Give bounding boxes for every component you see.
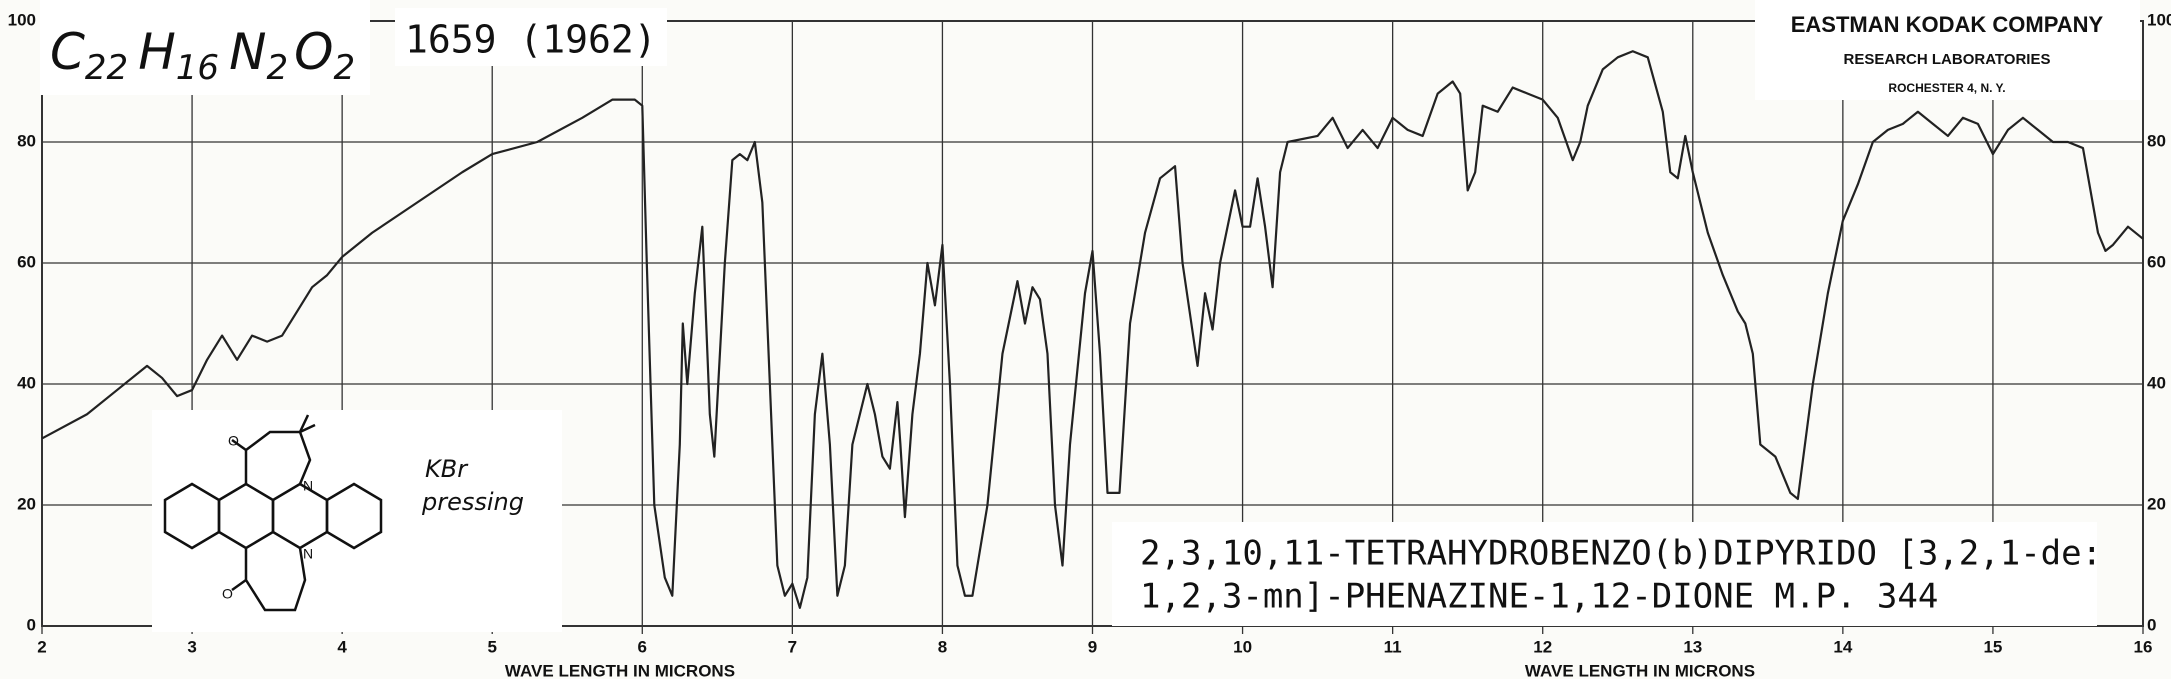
- atom-label: O: [228, 433, 239, 449]
- y-tick-label-right: 60: [2147, 252, 2166, 271]
- y-tick-label-right: 100: [2147, 10, 2171, 29]
- formula-part: N: [229, 23, 266, 81]
- y-tick-label: 60: [17, 252, 36, 271]
- reference-box: [395, 8, 667, 66]
- spectrum-line: [41, 50, 2144, 609]
- formula-part: 2: [333, 48, 355, 88]
- formula-box: [40, 0, 370, 95]
- x-tick-label: 6: [638, 637, 647, 656]
- lab-box: [1755, 0, 2140, 100]
- x-tick-label: 12: [1533, 637, 1552, 656]
- x-tick-label: 7: [788, 637, 797, 656]
- y-tick-label-right: 0: [2147, 615, 2156, 634]
- sample-note: KBr: [425, 455, 469, 483]
- title-line: 1,2,3-mn]-PHENAZINE-1,12-DIONE M.P. 344: [1140, 577, 1938, 617]
- y-tick-label: 20: [17, 494, 36, 513]
- plot-frame: [41, 20, 2144, 627]
- lab-name: EASTMAN KODAK COMPANY: [1791, 12, 2104, 37]
- y-tick-label: 100: [8, 10, 36, 29]
- lab-dept: RESEARCH LABORATORIES: [1844, 51, 2051, 68]
- x-tick-label: 16: [2134, 637, 2153, 656]
- formula-part: 2: [266, 48, 288, 88]
- x-tick-label: 13: [1683, 637, 1702, 656]
- structure-box: [152, 410, 562, 632]
- y-tick-label: 40: [17, 373, 36, 392]
- sample-note: pressing: [421, 488, 524, 516]
- y-tick-label: 80: [17, 131, 36, 150]
- molecule-structure: O O N N: [163, 414, 383, 612]
- formula-part: O: [294, 23, 333, 81]
- x-tick-label: 5: [487, 637, 496, 656]
- y-tick-label: 0: [27, 615, 36, 634]
- formula-part: C: [50, 23, 85, 81]
- x-tick-label: 10: [1233, 637, 1252, 656]
- lab-address: ROCHESTER 4, N. Y.: [1888, 81, 2005, 95]
- formula: C22 H16 N2 O2: [50, 23, 355, 88]
- atom-label: N: [303, 478, 313, 494]
- x-axis-label: WAVE LENGTH IN MICRONS: [1525, 661, 1755, 679]
- x-tick-label: 3: [187, 637, 196, 656]
- x-tick-label: 2: [37, 637, 46, 656]
- x-axis-label: WAVE LENGTH IN MICRONS: [505, 661, 735, 679]
- curve-layer: [41, 50, 2144, 609]
- atom-label: O: [222, 586, 233, 602]
- x-tick-label: 11: [1384, 637, 1402, 656]
- x-tick-label: 9: [1088, 637, 1097, 656]
- y-tick-label-right: 20: [2147, 494, 2166, 513]
- x-tick-label: 4: [337, 637, 347, 656]
- y-tick-label-right: 40: [2147, 373, 2166, 392]
- reference: 1659 (1962): [405, 18, 657, 62]
- x-tick-label: 8: [938, 637, 947, 656]
- x-tick-label: 15: [1983, 637, 2002, 656]
- atom-label: N: [303, 546, 313, 562]
- formula-part: 16: [176, 48, 219, 88]
- formula-part: H: [138, 23, 176, 81]
- x-tick-label: 14: [1833, 637, 1852, 656]
- y-tick-label-right: 80: [2147, 131, 2166, 150]
- title-line: 2,3,10,11-TETRAHYDROBENZO(b)DIPYRIDO [3,…: [1140, 534, 2102, 574]
- formula-part: 22: [85, 48, 128, 88]
- title-box: [1112, 522, 2097, 626]
